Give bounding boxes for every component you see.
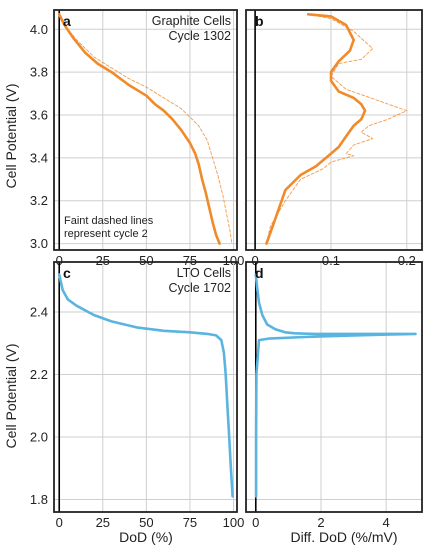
- ylabel-bottom: Cell Potential (V): [3, 343, 19, 448]
- panel-annotation-a: Graphite Cells: [152, 14, 231, 28]
- xtick-label-a: 75: [183, 253, 197, 268]
- xtick-label-c: 100: [223, 515, 245, 530]
- axes-frame-b: [245, 9, 423, 251]
- series-line-b-solid: [265, 13, 367, 245]
- ytick-label-c: 1.8: [30, 492, 48, 507]
- xtick-label-c: 0: [56, 515, 63, 530]
- ytick-label-a: 3.8: [30, 65, 48, 80]
- xtick-label-c: 25: [96, 515, 110, 530]
- ytick-label-a: 3.6: [30, 108, 48, 123]
- xtick-label-d: 2: [317, 515, 324, 530]
- axes-frame-a: [53, 9, 238, 251]
- xtick-label-d: 0: [252, 515, 259, 530]
- axes-frame-c: [53, 261, 238, 513]
- series-line-c-solid: [57, 273, 234, 498]
- panel-label-b: b: [255, 13, 264, 29]
- panel-label-c: c: [63, 265, 71, 281]
- panel-label-a: a: [63, 13, 71, 29]
- xtick-label-c: 75: [183, 515, 197, 530]
- panel-annotation-c: LTO Cells: [177, 266, 231, 280]
- series-line-a-dashed: [58, 13, 233, 245]
- xtick-label-b: 0: [251, 253, 258, 268]
- ytick-label-a: 3.0: [30, 236, 48, 251]
- panel-note-a: Faint dashed lines: [64, 215, 154, 227]
- ytick-label-a: 3.2: [30, 193, 48, 208]
- xtick-label-b: 0.1: [322, 253, 340, 268]
- panel-a: 3.0 3.2 3.4 3.6 3.8 4.0 0 25 50 75 100 a Graphite Ce…: [30, 9, 245, 268]
- ylabel-top: Cell Potential (V): [3, 83, 19, 188]
- series-line-a-solid: [57, 13, 221, 245]
- panel-label-d: d: [255, 265, 264, 281]
- axes-frame-d: [245, 261, 423, 513]
- xtick-label-a: 50: [139, 253, 153, 268]
- series-line-d-solid: [254, 273, 417, 498]
- xlabel-left: DoD (%): [119, 529, 173, 545]
- xtick-label-a: 25: [96, 253, 110, 268]
- xtick-label-b: 0.2: [398, 253, 416, 268]
- ytick-label-c: 2.2: [30, 367, 48, 382]
- panel-annotation-c: Cycle 1702: [168, 281, 231, 295]
- xtick-label-d: 4: [383, 515, 390, 530]
- ytick-label-a: 4.0: [30, 22, 48, 37]
- ytick-label-c: 2.4: [30, 305, 48, 320]
- panel-annotation-a: Cycle 1302: [168, 29, 231, 43]
- xtick-label-c: 50: [139, 515, 153, 530]
- xlabel-right: Diff. DoD (%/mV): [290, 529, 397, 545]
- xtick-label-a: 100: [223, 253, 245, 268]
- ytick-label-c: 2.0: [30, 430, 48, 445]
- panel-note-a: represent cycle 2: [64, 228, 148, 240]
- panel-b: 0 0.1 0.2 b: [245, 9, 423, 268]
- panel-d: 0 2 4 d: [245, 261, 423, 530]
- series-line-b-dashed: [266, 13, 408, 245]
- xtick-label-a: 0: [56, 253, 63, 268]
- ytick-label-a: 3.4: [30, 150, 48, 165]
